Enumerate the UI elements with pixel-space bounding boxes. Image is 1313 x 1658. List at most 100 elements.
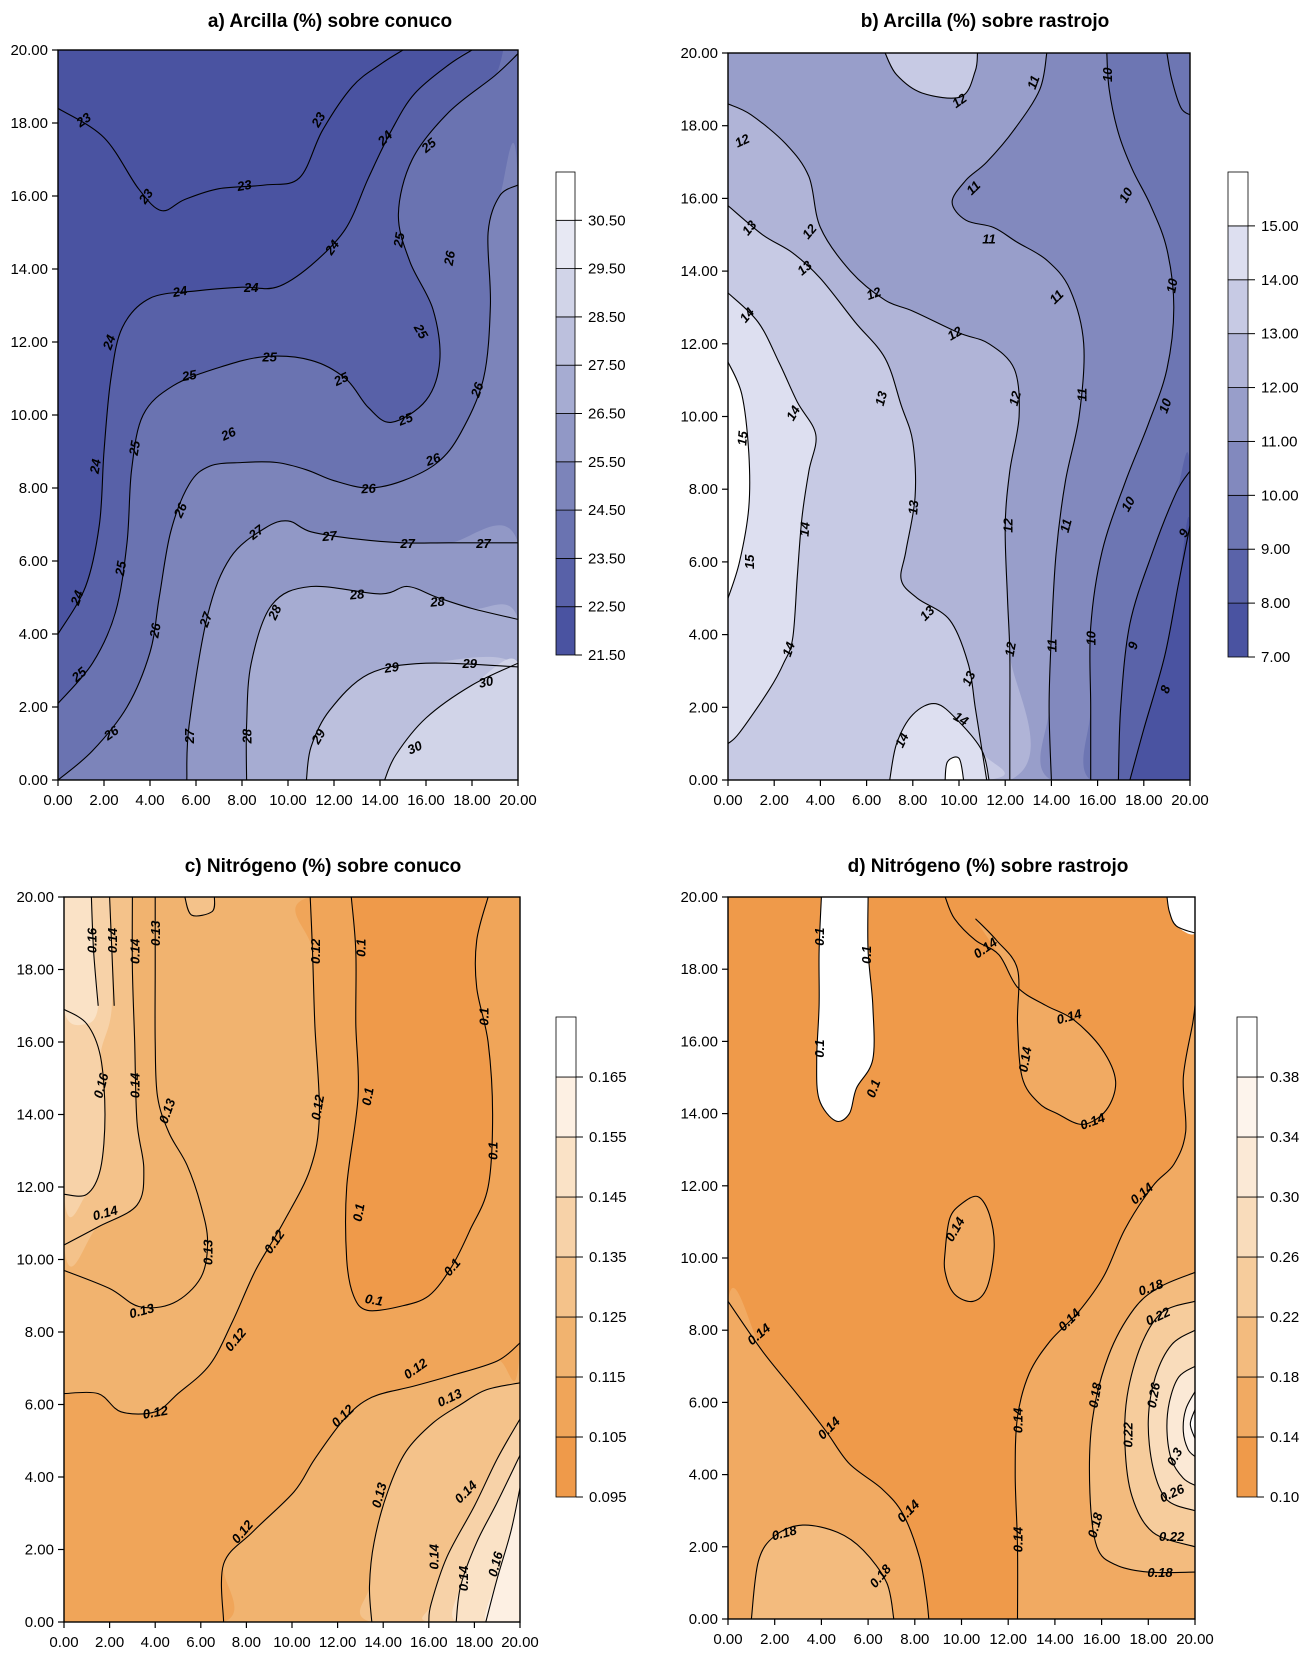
svg-text:28: 28 xyxy=(240,728,255,744)
colorbar-swatch xyxy=(555,316,576,366)
contour-line xyxy=(58,50,473,635)
contour-label: 0.14 xyxy=(1055,1006,1084,1027)
y-tick-label: 14.00 xyxy=(16,1107,54,1124)
colorbar-tick-label: 22.50 xyxy=(588,599,626,616)
contour-line xyxy=(1117,470,1190,780)
y-tick-label: 8.00 xyxy=(689,481,718,498)
contour-label: 15 xyxy=(734,430,750,446)
colorbar-swatch xyxy=(1227,225,1249,281)
contour-line xyxy=(750,1524,895,1619)
colorbar-tick-label: 0.125 xyxy=(589,1309,627,1326)
svg-text:29: 29 xyxy=(308,726,329,748)
colorbar-swatch xyxy=(1236,1196,1258,1258)
svg-text:14: 14 xyxy=(779,639,798,658)
contour-label: 0.22 xyxy=(1120,1421,1135,1447)
contour-line xyxy=(186,520,518,780)
x-tick-label: 8.00 xyxy=(898,792,927,809)
contour-line xyxy=(944,897,1117,1125)
x-tick-label: 0.00 xyxy=(713,1631,742,1648)
contour-line xyxy=(943,1195,995,1303)
contour-label: 10 xyxy=(1156,396,1175,415)
svg-text:27: 27 xyxy=(182,728,197,744)
contour-band xyxy=(64,897,99,1026)
colorbar-swatch xyxy=(555,1316,577,1378)
colorbar-tick-label: 0.155 xyxy=(589,1129,627,1146)
colorbar-tick-label: 0.105 xyxy=(589,1429,627,1446)
svg-text:25: 25 xyxy=(410,320,431,342)
x-tick-label: 4.00 xyxy=(806,792,835,809)
contour-label: 0.14 xyxy=(128,1072,143,1098)
colorbar-tick-label: 9.00 xyxy=(1261,541,1290,558)
colorbar-a: 21.50 22.50 23.50 24.50 25.50 26.50 27.50 28.50… xyxy=(555,171,626,664)
contour-label: 25 xyxy=(126,439,144,458)
colorbar-swatch xyxy=(1227,494,1249,550)
y-tick-label: 4.00 xyxy=(689,627,718,644)
x-tick-label: 10.00 xyxy=(940,792,978,809)
x-tick-label: 18.00 xyxy=(1125,792,1163,809)
contour-label: 23 xyxy=(308,109,329,131)
x-tick-label: 8.00 xyxy=(900,1631,929,1648)
contour-label: 11 xyxy=(1044,639,1059,653)
svg-text:27: 27 xyxy=(321,528,338,544)
y-tick-label: 18.00 xyxy=(680,961,718,978)
y-tick-label: 0.00 xyxy=(25,1614,54,1631)
contour-label: 11 xyxy=(1046,287,1066,307)
contour-label: 0.14 xyxy=(128,938,143,964)
contour-label: 11 xyxy=(963,178,983,198)
y-tick-label: 2.00 xyxy=(689,1539,718,1556)
colorbar-tick-label: 0.14 xyxy=(1270,1429,1299,1446)
svg-text:23: 23 xyxy=(308,109,329,131)
svg-text:0.13: 0.13 xyxy=(127,1300,156,1321)
colorbar-tick-label: 29.50 xyxy=(588,261,626,278)
x-tick-label: 14.00 xyxy=(1033,792,1071,809)
svg-text:26: 26 xyxy=(360,481,377,497)
svg-text:15: 15 xyxy=(734,430,750,446)
colorbar-swatch xyxy=(1236,1136,1258,1198)
contour-band xyxy=(1166,1366,1195,1486)
contour-band xyxy=(1166,53,1190,119)
svg-text:12: 12 xyxy=(1001,518,1016,533)
x-tick-label: 0.00 xyxy=(43,792,72,809)
x-tick-label: 8.00 xyxy=(227,792,256,809)
panel-title: a) Arcilla (%) sobre conuco xyxy=(208,11,452,32)
y-tick-label: 0.00 xyxy=(19,772,48,789)
y-tick-label: 4.00 xyxy=(19,626,48,643)
colorbar-tick-label: 11.00 xyxy=(1261,433,1297,450)
x-tick-label: 2.00 xyxy=(760,1631,789,1648)
svg-text:26: 26 xyxy=(218,424,239,444)
svg-text:25: 25 xyxy=(261,350,277,365)
contour-line xyxy=(728,103,1020,780)
contour-line xyxy=(1014,1005,1195,1619)
svg-text:0.1: 0.1 xyxy=(350,1202,368,1222)
y-tick-label: 12.00 xyxy=(680,1178,718,1195)
svg-text:11: 11 xyxy=(1044,639,1059,653)
y-tick-label: 20.00 xyxy=(680,889,718,906)
svg-text:11: 11 xyxy=(1057,517,1075,534)
svg-text:0.16: 0.16 xyxy=(485,1549,506,1578)
contour-label: 0.1 xyxy=(486,1142,501,1160)
x-tick-label: 20.00 xyxy=(1171,792,1209,809)
colorbar-swatch xyxy=(555,558,576,608)
svg-text:26: 26 xyxy=(441,249,459,268)
contour-label: 0.1 xyxy=(477,1008,492,1026)
x-tick-label: 16.00 xyxy=(410,1634,448,1651)
colorbar-tick-label: 8.00 xyxy=(1261,595,1290,612)
y-tick-label: 20.00 xyxy=(680,45,718,62)
contour-band xyxy=(728,292,817,744)
colorbar-swatch xyxy=(555,1376,577,1438)
colorbar-swatch xyxy=(555,1016,577,1078)
x-tick-label: 6.00 xyxy=(186,1634,215,1651)
contour-label: 0.13 xyxy=(369,1480,390,1509)
contour-label: 11 xyxy=(1074,388,1089,402)
svg-text:0.26: 0.26 xyxy=(1144,1381,1163,1409)
contour-label: 27 xyxy=(321,528,338,544)
colorbar-tick-label: 0.145 xyxy=(589,1189,627,1206)
y-tick-label: 10.00 xyxy=(680,1250,718,1267)
y-tick-label: 0.00 xyxy=(689,1611,718,1628)
colorbar-swatch xyxy=(1236,1376,1258,1438)
contour-label: 11 xyxy=(1024,73,1043,91)
colorbar-tick-label: 30.50 xyxy=(588,212,626,229)
svg-text:12: 12 xyxy=(732,130,752,150)
svg-text:28: 28 xyxy=(429,593,446,609)
contour-label: 13 xyxy=(739,217,760,238)
